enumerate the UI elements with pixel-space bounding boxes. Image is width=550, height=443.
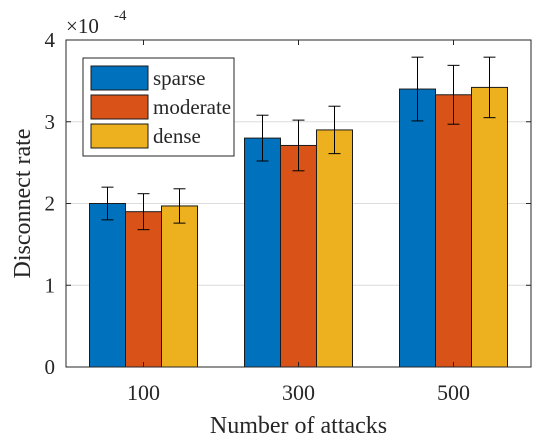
bar-moderate-500 xyxy=(435,94,472,368)
y-tick-label: 4 xyxy=(45,28,56,52)
y-tick-label: 2 xyxy=(45,192,56,216)
bar-sparse-300 xyxy=(244,137,281,368)
x-tick-label: 500 xyxy=(437,380,470,405)
x-axis-label: Number of attacks xyxy=(210,413,387,439)
legend-swatch-sparse xyxy=(90,65,149,91)
bar-dense-100 xyxy=(161,205,198,368)
x-tick-label: 300 xyxy=(282,380,315,405)
bar-dense-500 xyxy=(471,86,508,368)
y-axis-label: Disconnect rate xyxy=(10,129,36,279)
x-tick-label: 100 xyxy=(127,380,160,405)
legend-label-dense: dense xyxy=(153,124,201,148)
legend-swatch-dense xyxy=(90,123,149,149)
bar-moderate-300 xyxy=(280,144,317,368)
bar-moderate-100 xyxy=(125,211,162,368)
axis-exponent-base: ×10 xyxy=(66,14,99,38)
legend: sparse moderate dense xyxy=(82,57,235,157)
axis-ticks: 0 1 2 3 4 100 300 500 xyxy=(45,28,531,405)
bar-dense-300 xyxy=(316,129,353,368)
legend-swatch-moderate xyxy=(90,94,149,120)
bars xyxy=(89,86,508,368)
legend-label-sparse: sparse xyxy=(153,66,205,90)
bar-sparse-100 xyxy=(89,203,126,368)
y-tick-label: 3 xyxy=(45,110,56,134)
error-bars xyxy=(101,56,496,231)
bar-sparse-500 xyxy=(399,88,436,368)
legend-label-moderate: moderate xyxy=(153,95,231,119)
y-tick-label: 0 xyxy=(45,355,56,379)
axis-exponent-power: -4 xyxy=(114,8,127,24)
y-tick-label: 1 xyxy=(45,273,56,297)
